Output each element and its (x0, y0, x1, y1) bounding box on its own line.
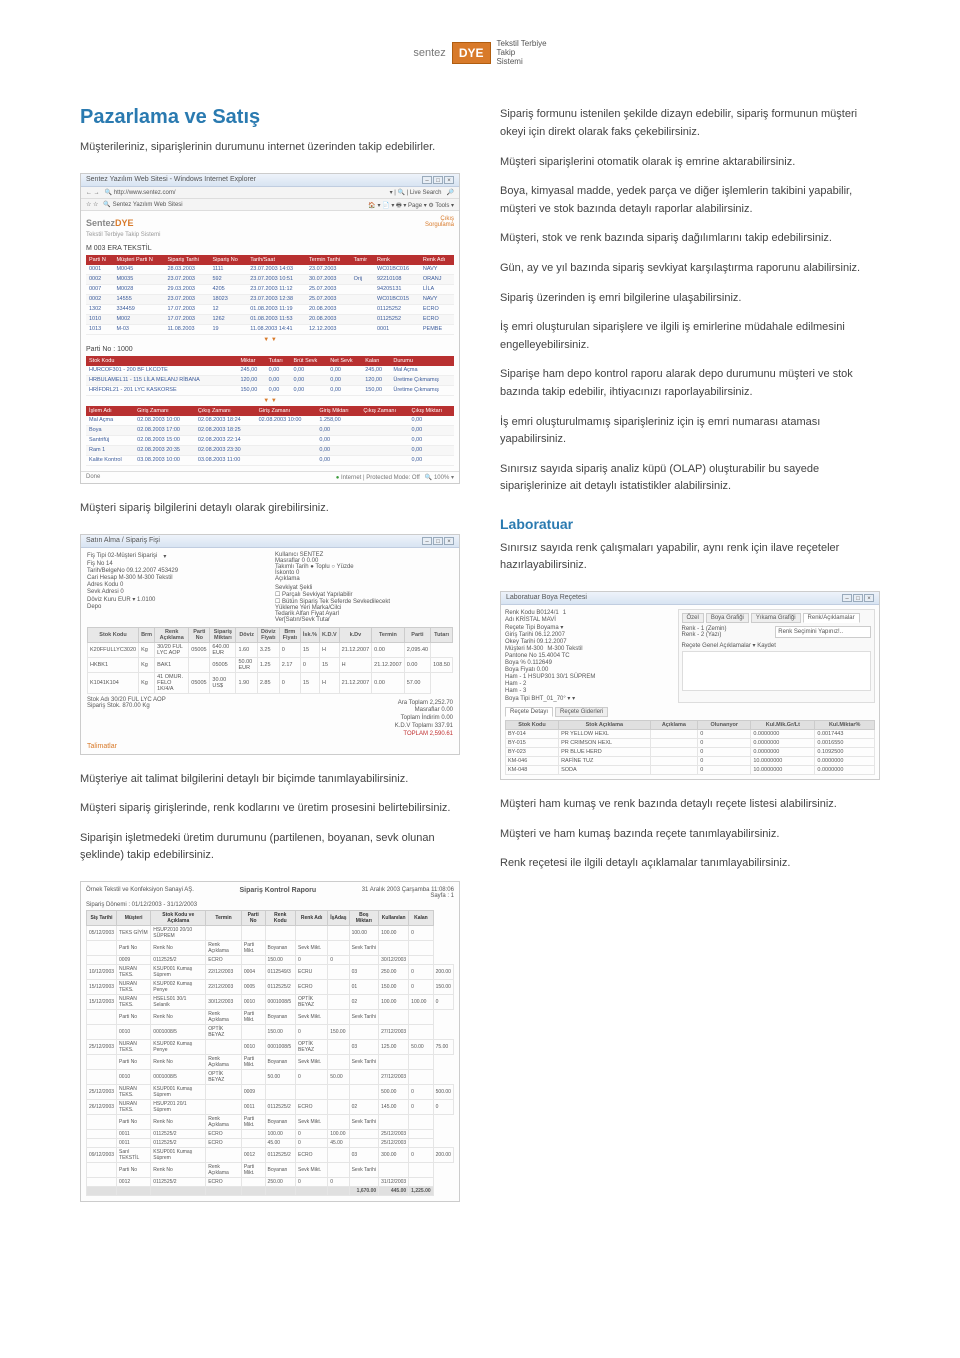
window-controls[interactable]: –□× (422, 176, 454, 184)
section-title-pazarlama: Pazarlama ve Satış (80, 106, 460, 129)
customer-name: M 003 ERA TEKSTİL (86, 245, 454, 252)
recipe-detail-tabs[interactable]: Reçete Detayı Reçete Giderleri (505, 707, 875, 717)
report-grid: Siş TarihiMüşteriStok Kodu ve AçıklamaTe… (86, 910, 454, 1196)
process-table: İşlem AdıGiriş ZamanıÇıkış ZamanıGiriş Z… (86, 406, 454, 466)
brand-sub: Tekstil Terbiye Takip Sistemi (497, 40, 547, 66)
screenshot-web-tracking: Sentez Yazılım Web Sitesi - Windows Inte… (80, 173, 460, 484)
order-table: Parti NMüşteri Parti NSipariş TarihiSipa… (86, 255, 454, 335)
brand-prefix: sentez (413, 47, 445, 59)
left-column: Pazarlama ve Satış Müşterileriniz, sipar… (80, 106, 460, 1218)
brand-badge: DYE (452, 42, 491, 64)
tab-bar[interactable]: ☆ ☆ 🔍 Sentez Yazılım Web Sitesi 🏠 ▾ 📄 ▾ … (81, 199, 459, 211)
stock-table: Stok KoduMiktarTutarıBrüt SevkNet SevkKa… (86, 356, 454, 396)
screenshot-control-report: Örnek Tekstil ve Konfeksiyon Sanayi AŞ. … (80, 881, 460, 1202)
text-talimat: Müşteriye ait talimat bilgilerini detayl… (80, 771, 460, 789)
window-title: Sentez Yazılım Web Sitesi - Windows Inte… (86, 176, 256, 184)
text-uretim-durum: Siparişin işletmedeki üretim durumunu (p… (80, 830, 460, 865)
intro-text: Müşterileriniz, siparişlerinin durumunu … (80, 139, 460, 157)
talimat-link[interactable]: Talimatlar (87, 743, 453, 750)
recipe-grid: Stok KoduStok AçıklamaAçıklamaOlunanyorK… (505, 720, 875, 775)
section-title-laboratuar: Laboratuar (500, 516, 880, 532)
text-renk-kod: Müşteri sipariş girişlerinde, renk kodla… (80, 800, 460, 818)
right-column: Sipariş formunu istenilen şekilde dizayn… (500, 106, 880, 1218)
header-logo: sentez DYE Tekstil Terbiye Takip Sistemi (80, 40, 880, 66)
address-bar[interactable]: ← → 🔍 http://www.sentez.com/ ▾ | 🔍 | Liv… (81, 187, 459, 199)
screenshot-order-slip: Satın Alma / Sipariş Fişi –□× Fiş Tipi 0… (80, 534, 460, 755)
text-detail-entry: Müşteri sipariş bilgilerini detaylı olar… (80, 500, 460, 518)
screenshot-recipe: Laboratuar Boya Reçetesi –□× Renk Kodu B… (500, 591, 880, 780)
recipe-tabs[interactable]: Özel Boya Grafiği Yıkama Grafiği Renk/Aç… (682, 613, 872, 623)
order-lines-grid: Stok KoduBrmRenk AçıklamaParti NoSipariş… (87, 627, 453, 694)
